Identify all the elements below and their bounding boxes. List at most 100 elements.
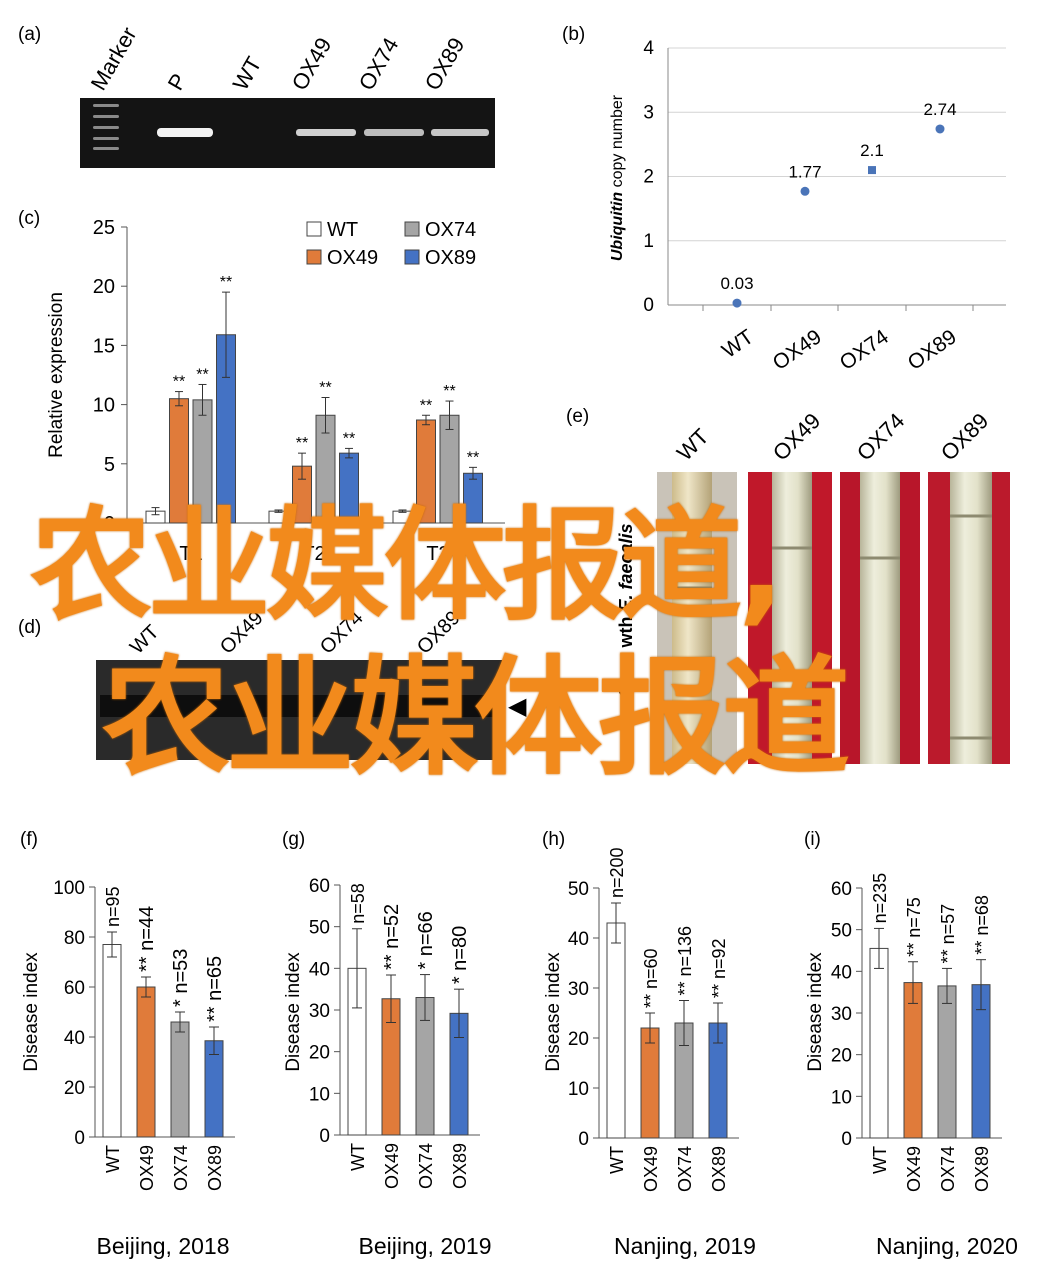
xtick-label: OX89 <box>972 1146 992 1192</box>
panel-label: (h) <box>542 829 565 850</box>
xtick-label: OX49 <box>904 1146 924 1192</box>
xtick-label: OX49 <box>382 1143 402 1189</box>
significance-mark: ** <box>443 383 455 400</box>
legend-label: OX74 <box>425 219 476 241</box>
sample-size-label: * n=53 <box>170 949 192 1007</box>
ytick-label: 20 <box>568 1029 589 1050</box>
legend-swatch <box>306 249 322 265</box>
panel-d-label: (d) <box>18 617 41 638</box>
disease-panels: (f)Disease index020406080100WTn=95OX49**… <box>20 829 1018 1259</box>
blot-band <box>100 695 500 717</box>
sample-size-label: ** n=44 <box>136 906 158 972</box>
ytick-label: 50 <box>568 879 589 900</box>
panel-b-points: 0.03 1.77 2.1 2.74 <box>720 100 957 308</box>
disease-panel-f: (f) Disease index 0 20 40 60 80 100 WT n=95 OX49 **… <box>20 829 235 1259</box>
data-label: 0.03 <box>720 274 753 293</box>
panel-c-plot: 0 5 10 15 20 25 ** ** ** T1 ** ** ** T2 ** ** ** T3 <box>93 217 505 565</box>
marker-ladder <box>93 104 119 150</box>
panel-b-xticks: WT OX49 OX74 OX89 <box>718 325 961 375</box>
sample-size-label: n=58 <box>348 883 368 924</box>
e-lane-label-ox49: OX49 <box>768 408 825 465</box>
sample-size-label: ** n=75 <box>904 897 924 957</box>
bar <box>606 922 626 1139</box>
watermark-line-1: 农业媒体报道, <box>30 495 784 637</box>
ytick-label: 60 <box>831 879 852 900</box>
ytick-label: 25 <box>93 217 115 239</box>
bar <box>937 985 957 1139</box>
data-point <box>935 124 945 134</box>
ytick-label: 5 <box>104 454 115 476</box>
panel-c-legend: WT OX49 OX74 OX89 <box>306 219 476 269</box>
panel-b-axes <box>667 48 1006 311</box>
blot-arrow-icon: ◀ <box>508 693 527 720</box>
ytick-label: 60 <box>309 876 330 897</box>
xtick-label: OX89 <box>450 1143 470 1189</box>
band-p <box>157 128 213 137</box>
sample-size-label: n=235 <box>870 873 890 924</box>
panel-label: (g) <box>282 829 305 850</box>
ytick-label: 15 <box>93 335 115 357</box>
ytick-label: 10 <box>831 1087 852 1108</box>
lane-label-ox89: OX89 <box>420 33 470 94</box>
panel-a-label: (a) <box>18 24 41 45</box>
significance-mark: ** <box>420 397 432 414</box>
bar <box>170 1021 190 1138</box>
ytick-label: 0 <box>74 1128 85 1149</box>
xtick-label: OX49 <box>769 325 826 375</box>
band-ox49 <box>296 129 356 136</box>
panel-b-ylabel: Ubiquitin copy number <box>609 94 626 261</box>
ytick-label: 4 <box>643 38 654 59</box>
xtick-label: T3 <box>426 543 449 565</box>
sample-size-label: ** n=136 <box>675 926 695 996</box>
ytick-label: 60 <box>64 978 85 999</box>
xtick-label: WT <box>870 1146 890 1174</box>
e-lane-label-wt: WT <box>672 424 714 466</box>
x-axis-label: Beijing, 2018 <box>97 1233 230 1259</box>
legend-label: WT <box>327 219 358 241</box>
legend-swatch <box>404 249 420 265</box>
panel-e-label: (e) <box>566 406 589 427</box>
legend-label: OX49 <box>327 247 378 269</box>
significance-mark: ** <box>343 430 355 447</box>
e-side-label: Stem wth E. faecalis <box>616 523 636 696</box>
panel-b: (b) Ubiquitin copy number 0 1 2 3 4 0.03 1.77… <box>562 24 1006 375</box>
ytick-label: 10 <box>93 395 115 417</box>
x-axis-label: Nanjing, 2019 <box>614 1233 756 1259</box>
panel-c-label: (c) <box>18 208 40 229</box>
e-lane-label-ox74: OX74 <box>852 408 909 465</box>
ytick-label: 40 <box>309 959 330 980</box>
bar <box>204 1040 224 1138</box>
sample-size-label: n=95 <box>103 886 123 927</box>
significance-mark: ** <box>173 374 185 391</box>
data-label: 2.1 <box>860 141 884 160</box>
xtick-label: OX49 <box>137 1145 157 1191</box>
lane-label-ox49: OX49 <box>287 33 337 94</box>
legend-swatch <box>306 221 322 237</box>
data-label: 1.77 <box>788 162 821 181</box>
ytick-label: 3 <box>643 102 654 123</box>
xtick-label: WT <box>607 1146 627 1174</box>
ytick-label: 30 <box>568 979 589 1000</box>
band-ox89 <box>431 129 489 136</box>
ytick-label: 80 <box>64 928 85 949</box>
legend-label: OX89 <box>425 247 476 269</box>
data-point <box>800 186 810 196</box>
ytick-label: 40 <box>831 962 852 983</box>
data-point <box>868 166 876 175</box>
y-axis-label: Disease index <box>21 952 42 1072</box>
xtick-label: OX74 <box>938 1146 958 1192</box>
ytick-label: 20 <box>93 276 115 298</box>
panel-label: (f) <box>20 829 38 850</box>
significance-mark: ** <box>319 379 331 396</box>
ytick-label: 0 <box>104 513 115 535</box>
ytick-label: 0 <box>319 1126 330 1147</box>
watermark-line-2: 农业媒体报道 <box>102 644 850 793</box>
ytick-label: 40 <box>64 1028 85 1049</box>
panel-b-yticks: 0 1 2 3 4 <box>643 38 654 316</box>
data-point <box>732 298 742 308</box>
xtick-label: OX49 <box>641 1146 661 1192</box>
ytick-label: 0 <box>841 1129 852 1150</box>
xtick-label: T1 <box>179 543 202 565</box>
panel-c: (c) Relative expression 0 5 10 15 20 25 ** ** **… <box>18 208 505 565</box>
xtick-label: T2 <box>302 543 325 565</box>
